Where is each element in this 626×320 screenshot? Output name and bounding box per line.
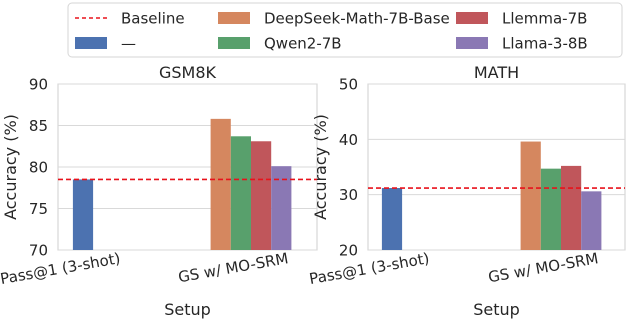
x-tick-label: Pass@1 (3-shot) <box>0 249 122 288</box>
bar-deepseek-math-7b-base-gs-w-mo-srm <box>520 141 541 250</box>
bar-llama-3-8b-gs-w-mo-srm <box>271 166 292 250</box>
y-axis-label: Accuracy (%) <box>311 114 330 220</box>
x-tick-label: Pass@1 (3-shot) <box>308 249 431 288</box>
legend: Baseline DeepSeek-Math-7B-Base Llemma-7B — Q… <box>67 2 623 58</box>
bar-qwen2-7b-gs-w-mo-srm <box>540 168 561 250</box>
bar-blank-pass-1-3-shot <box>72 179 94 250</box>
y-tick-label: 75 <box>29 200 48 218</box>
y-tick-label: 80 <box>29 159 48 177</box>
y-tick-label: 50 <box>339 76 358 94</box>
y-tick-label: 70 <box>29 242 48 260</box>
bar-blank-pass-1-3-shot <box>381 188 403 250</box>
x-axis-label: Setup <box>164 300 211 319</box>
legend-label-llemma-7b: Llemma-7B <box>502 10 587 28</box>
legend-label-qwen2-7b: Qwen2-7B <box>264 35 342 53</box>
chart-math: 20 30 40 50 MATH Pass@1 (3-shot) GS w/ MO-SRM S… <box>308 63 626 319</box>
y-tick-label: 30 <box>339 186 358 204</box>
bar-llama-3-8b-gs-w-mo-srm <box>581 191 602 250</box>
legend-swatch-deepseek-math-7b-base <box>218 12 250 24</box>
x-tick-label: GS w/ MO-SRM <box>177 249 290 286</box>
legend-label-deepseek-math-7b-base: DeepSeek-Math-7B-Base <box>264 10 450 28</box>
bar-llemma-7b-gs-w-mo-srm <box>251 141 272 250</box>
y-tick-label: 40 <box>339 131 358 149</box>
legend-label-baseline: Baseline <box>121 10 185 28</box>
legend-swatch-llama-3-8b <box>456 37 488 49</box>
bar-llemma-7b-gs-w-mo-srm <box>561 165 582 250</box>
legend-swatch-blank <box>75 37 107 49</box>
x-axis-label: Setup <box>473 300 520 319</box>
x-tick-label: GS w/ MO-SRM <box>487 249 600 286</box>
legend-label-llama-3-8b: Llama-3-8B <box>502 35 588 53</box>
y-tick-label: 85 <box>29 117 48 135</box>
y-tick-label: 20 <box>339 242 358 260</box>
legend-swatch-qwen2-7b <box>218 37 250 49</box>
bar-deepseek-math-7b-base-gs-w-mo-srm <box>210 118 231 250</box>
chart-title: MATH <box>474 63 519 82</box>
legend-label-blank: — <box>121 35 136 53</box>
y-axis-label: Accuracy (%) <box>1 114 20 220</box>
bar-qwen2-7b-gs-w-mo-srm <box>230 136 251 250</box>
legend-swatch-llemma-7b <box>456 12 488 24</box>
chart-gsm8k: 70 75 80 85 90 GSM8K Pass@1 (3-shot) GS w/ MO-S… <box>0 63 318 319</box>
y-tick-label: 90 <box>29 76 48 94</box>
chart-title: GSM8K <box>159 63 217 82</box>
